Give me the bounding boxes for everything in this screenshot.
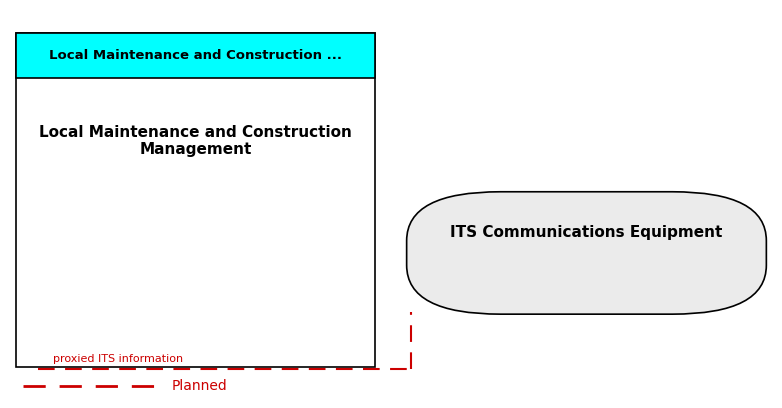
Text: proxied ITS information: proxied ITS information xyxy=(53,354,183,364)
Text: ITS Communications Equipment: ITS Communications Equipment xyxy=(450,225,723,240)
Bar xyxy=(16,33,375,367)
FancyBboxPatch shape xyxy=(407,192,766,314)
Text: Local Maintenance and Construction
Management: Local Maintenance and Construction Manag… xyxy=(39,125,352,157)
Text: Local Maintenance and Construction ...: Local Maintenance and Construction ... xyxy=(49,49,342,62)
Bar xyxy=(16,33,375,78)
Text: Planned: Planned xyxy=(172,379,228,392)
